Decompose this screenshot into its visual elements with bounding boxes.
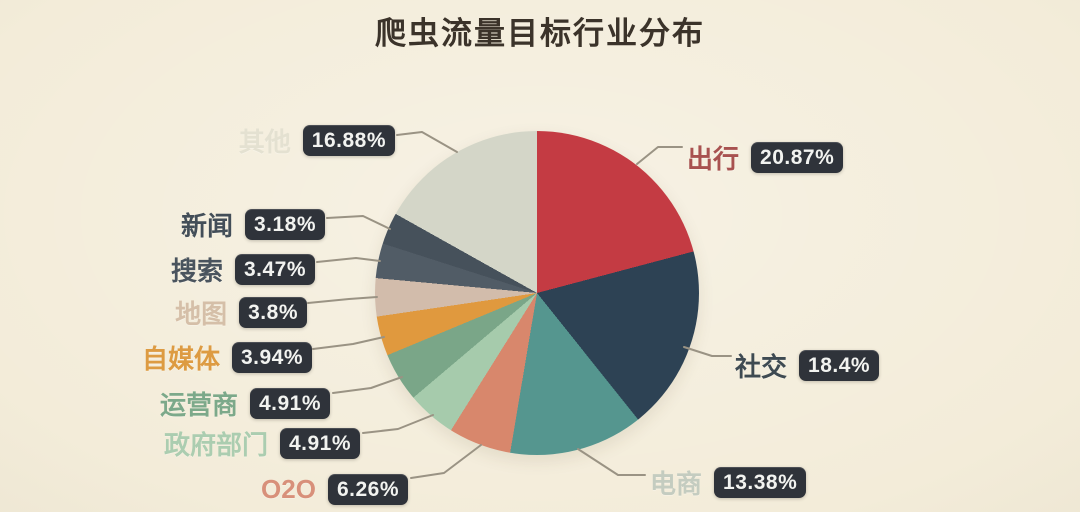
leader-line-social <box>683 346 732 357</box>
pie-label-ecommerce-value: 13.38% <box>714 466 807 498</box>
pie-label-government-name: 政府部门 <box>163 429 268 460</box>
pie-label-maps: 地图 3.8% <box>175 296 307 329</box>
pie-label-others-value: 16.88% <box>302 124 395 156</box>
pie-label-o2o-name: O2O <box>261 473 316 504</box>
pie-label-news-value: 3.18% <box>244 208 325 240</box>
leader-line-travel <box>636 146 683 165</box>
pie-label-operators-value: 4.91% <box>249 387 330 419</box>
leader-line-others <box>396 131 458 153</box>
pie-label-social-name: 社交 <box>735 351 788 382</box>
pie-label-operators: 运营商 4.91% <box>159 387 330 420</box>
pie-label-maps-value: 3.8% <box>239 296 307 328</box>
pie-label-selfmedia: 自媒体 3.94% <box>141 341 312 374</box>
pie-label-selfmedia-name: 自媒体 <box>141 343 220 374</box>
leader-line-maps <box>307 296 378 304</box>
pie-label-news: 新闻 3.18% <box>180 208 325 241</box>
pie-label-news-name: 新闻 <box>180 210 233 241</box>
pie-label-search-name: 搜索 <box>170 255 223 286</box>
pie-label-search-value: 3.47% <box>234 253 315 285</box>
pie-label-operators-name: 运营商 <box>159 389 238 420</box>
pie-label-others-name: 其他 <box>238 126 291 157</box>
pie-label-o2o-value: 6.26% <box>327 473 408 505</box>
pie-label-ecommerce-name: 电商 <box>650 468 703 499</box>
pie-label-social-value: 18.4% <box>799 349 880 381</box>
leader-line-ecommerce <box>577 448 646 476</box>
pie-label-maps-name: 地图 <box>175 298 228 329</box>
leader-line-operators <box>332 376 403 394</box>
leader-line-selfmedia <box>312 336 385 350</box>
leader-line-news <box>326 215 391 230</box>
pie-label-o2o: O2O 6.26% <box>261 473 408 505</box>
pie-label-ecommerce: 电商 13.38% <box>650 466 807 499</box>
pie-chart <box>375 131 699 455</box>
pie-label-others: 其他 16.88% <box>238 124 395 157</box>
pie-label-travel: 出行 20.87% <box>687 141 844 174</box>
leader-line-government <box>362 414 434 434</box>
chart-title: 爬虫流量目标行业分布 <box>375 16 705 51</box>
leader-line-o2o <box>410 444 482 479</box>
pie-label-travel-name: 出行 <box>687 143 740 174</box>
pie-label-travel-value: 20.87% <box>751 141 844 173</box>
leader-line-search <box>316 257 381 263</box>
pie-label-government: 政府部门 4.91% <box>163 427 360 460</box>
pie-label-social: 社交 18.4% <box>735 349 880 382</box>
pie-label-selfmedia-value: 3.94% <box>231 341 312 373</box>
pie-label-search: 搜索 3.47% <box>170 253 315 286</box>
pie-label-government-value: 4.91% <box>279 427 360 459</box>
